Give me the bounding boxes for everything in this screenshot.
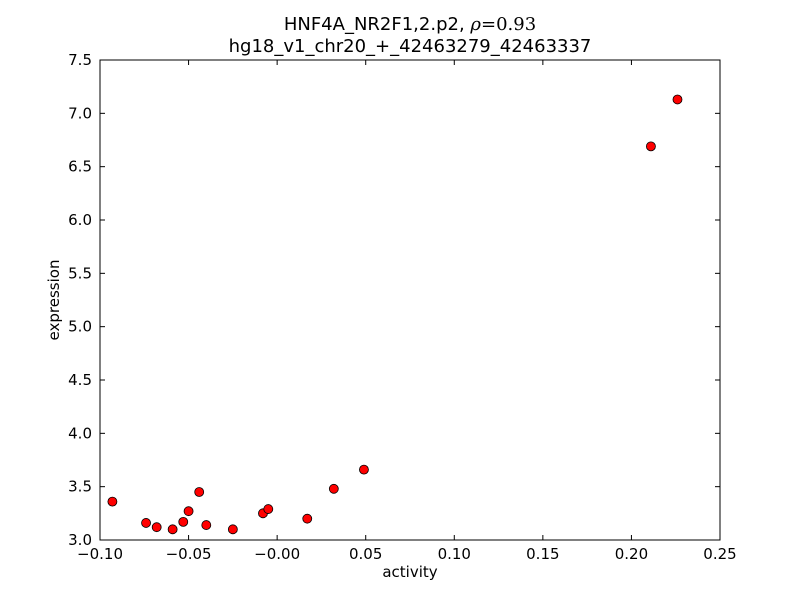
data-point (141, 518, 151, 528)
data-point (178, 516, 189, 527)
y-tick-label: 5.0 (68, 318, 92, 336)
data-point (151, 522, 162, 533)
data-point (672, 94, 683, 105)
x-tick-label: 0.25 (703, 545, 736, 563)
y-tick-label: 3.5 (68, 478, 92, 496)
chart-title-line1: HNF4A_NR2F1,2.p2, ρ=0.93 (284, 14, 536, 35)
data-point (646, 141, 656, 152)
chart-title-rho-symbol: ρ (469, 14, 481, 35)
axis-ticks: −0.10 −0.05 −0.00 0.05 0.10 0.15 0.20 0.25 3.0 3.… (68, 51, 737, 563)
y-axis-label: expression (45, 260, 63, 341)
data-points (107, 94, 683, 535)
data-point (107, 496, 118, 507)
y-tick-label: 5.5 (68, 264, 92, 282)
x-tick-label: 0.10 (438, 545, 471, 563)
x-axis-label: activity (382, 563, 437, 581)
data-point (302, 513, 313, 524)
data-point (194, 487, 205, 497)
y-tick-label: 4.5 (68, 371, 92, 389)
y-tick-label: 4.0 (68, 424, 92, 442)
x-tick-label: 0.20 (615, 545, 648, 563)
y-tick-label: 6.5 (68, 158, 92, 176)
y-tick-label: 7.0 (68, 104, 92, 122)
data-point (328, 483, 339, 494)
data-point (183, 506, 194, 517)
y-tick-label: 3.0 (68, 531, 92, 549)
x-tick-label: −0.10 (77, 545, 123, 563)
y-tick-label: 6.0 (68, 211, 92, 229)
data-point (227, 524, 238, 535)
x-tick-label: 0.05 (349, 545, 382, 563)
plot-frame (99, 59, 721, 541)
y-tick-label: 7.5 (68, 51, 92, 69)
chart-title-rho-value: =0.93 (481, 14, 536, 35)
data-point (263, 504, 274, 514)
data-point (167, 524, 178, 535)
data-point (359, 464, 369, 475)
x-tick-label: 0.15 (526, 545, 559, 563)
x-tick-label: −0.05 (166, 545, 212, 563)
chart-title-prefix: HNF4A_NR2F1,2.p2, (284, 14, 471, 35)
x-tick-label: −0.00 (254, 545, 300, 563)
data-point (201, 520, 212, 530)
chart-title-line2: hg18_v1_chr20_+_42463279_42463337 (229, 36, 592, 57)
